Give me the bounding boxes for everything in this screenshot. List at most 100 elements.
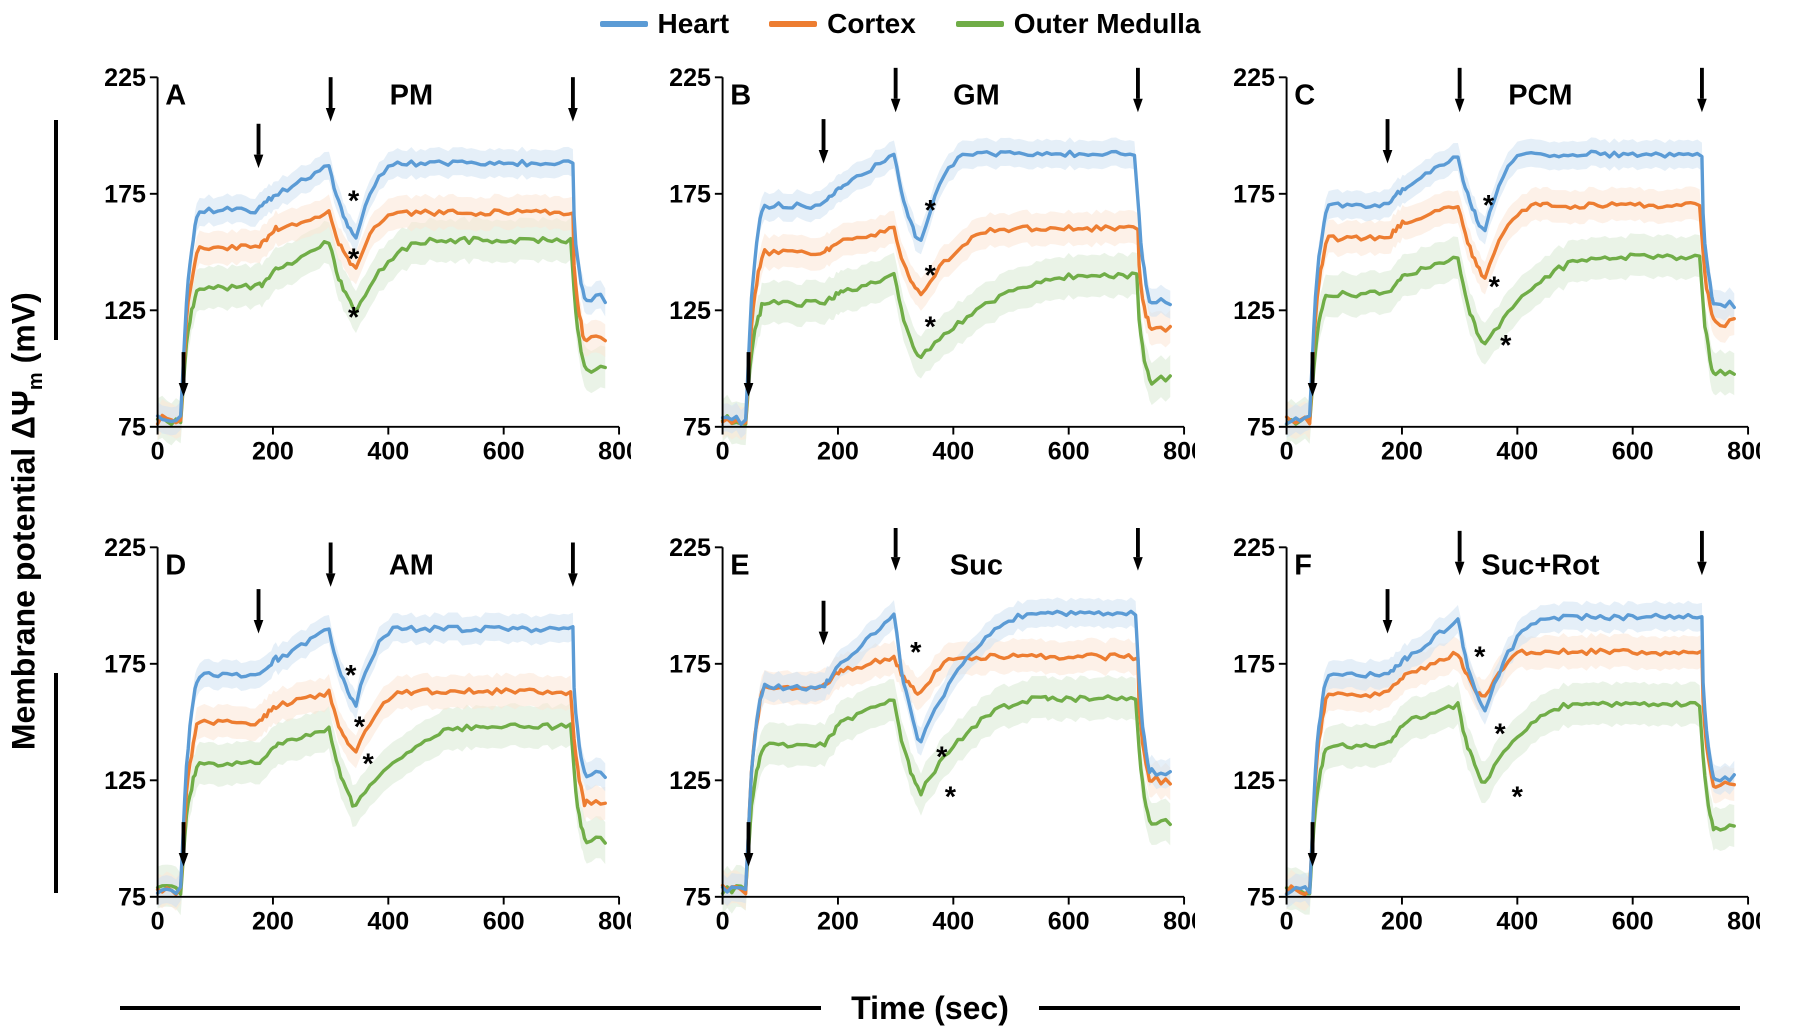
svg-text:75: 75 [1247, 414, 1275, 442]
svg-text:Suc+Rot: Suc+Rot [1482, 549, 1601, 581]
svg-text:175: 175 [669, 650, 711, 678]
svg-text:75: 75 [1247, 883, 1275, 911]
svg-text:*: * [348, 185, 360, 217]
svg-text:225: 225 [669, 64, 711, 92]
svg-text:225: 225 [1233, 64, 1275, 92]
legend-swatch-medulla [956, 21, 1004, 27]
svg-text:0: 0 [715, 907, 729, 935]
svg-text:B: B [730, 79, 751, 111]
svg-text:125: 125 [1233, 767, 1275, 795]
legend-label-cortex: Cortex [827, 8, 916, 40]
svg-text:GM: GM [953, 79, 1000, 111]
svg-text:175: 175 [1233, 181, 1275, 209]
svg-text:400: 400 [367, 907, 409, 935]
svg-text:PCM: PCM [1509, 79, 1573, 111]
svg-text:200: 200 [252, 438, 294, 466]
svg-text:125: 125 [104, 766, 146, 794]
svg-text:800: 800 [598, 438, 631, 466]
svg-text:*: * [924, 260, 936, 292]
svg-text:*: * [1495, 718, 1507, 750]
plot-svg-E: 75 125 175 225 0 200 400 600 800 [655, 528, 1196, 953]
y-axis-label-container: Membrane potential ΔΨm (mV) [2, 70, 52, 973]
svg-text:125: 125 [104, 297, 146, 325]
svg-text:PM: PM [390, 79, 433, 111]
panel-C: 75 125 175 225 0 200 400 600 800 [1219, 58, 1760, 504]
svg-text:175: 175 [1233, 650, 1275, 678]
panel-E: 75 125 175 225 0 200 400 600 800 [655, 528, 1196, 974]
svg-text:*: * [362, 748, 374, 780]
panel-B: 75 125 175 225 0 200 400 600 800 [655, 58, 1196, 504]
svg-text:*: * [924, 195, 936, 227]
svg-text:800: 800 [1727, 907, 1760, 935]
plot-svg-C: 75 125 175 225 0 200 400 600 800 [1219, 58, 1760, 483]
svg-text:200: 200 [817, 907, 859, 935]
x-axis-rule-right [1039, 1006, 1740, 1010]
figure-page: Heart Cortex Outer Medulla Membrane pote… [0, 0, 1800, 1033]
svg-text:F: F [1295, 549, 1313, 581]
svg-text:*: * [936, 741, 948, 773]
svg-text:0: 0 [1280, 907, 1294, 935]
svg-text:0: 0 [151, 438, 165, 466]
svg-text:600: 600 [483, 907, 525, 935]
svg-text:175: 175 [104, 650, 146, 678]
svg-text:*: * [924, 311, 936, 343]
svg-text:*: * [1489, 272, 1501, 304]
svg-text:125: 125 [669, 767, 711, 795]
svg-text:200: 200 [817, 438, 859, 466]
y-axis-label-rule-bot [54, 673, 58, 893]
svg-text:400: 400 [932, 438, 974, 466]
legend-item-medulla: Outer Medulla [956, 8, 1201, 40]
svg-text:800: 800 [1727, 438, 1760, 466]
svg-text:*: * [1475, 641, 1487, 673]
svg-text:600: 600 [1612, 438, 1654, 466]
panel-F: 75 125 175 225 0 200 400 600 800 [1219, 528, 1760, 974]
svg-text:600: 600 [483, 438, 525, 466]
svg-text:800: 800 [598, 907, 631, 935]
svg-text:225: 225 [669, 533, 711, 561]
svg-text:0: 0 [151, 907, 165, 935]
svg-text:225: 225 [104, 533, 146, 561]
y-axis-label: Membrane potential ΔΨm (mV) [6, 293, 48, 751]
legend-swatch-heart [600, 21, 648, 27]
svg-text:175: 175 [669, 181, 711, 209]
y-axis-label-unit: (mV) [6, 293, 42, 373]
svg-text:75: 75 [683, 414, 711, 442]
svg-text:125: 125 [669, 297, 711, 325]
svg-text:75: 75 [118, 413, 146, 441]
svg-text:800: 800 [1163, 438, 1196, 466]
svg-text:225: 225 [104, 64, 146, 92]
legend-swatch-cortex [769, 21, 817, 27]
legend-item-cortex: Cortex [769, 8, 916, 40]
svg-text:400: 400 [1497, 907, 1539, 935]
svg-text:600: 600 [1047, 907, 1089, 935]
svg-text:125: 125 [1233, 297, 1275, 325]
svg-text:200: 200 [252, 907, 294, 935]
svg-text:*: * [348, 302, 360, 334]
svg-text:800: 800 [1163, 907, 1196, 935]
panel-grid: 75 125 175 225 0 200 400 600 800 [90, 58, 1760, 973]
svg-text:0: 0 [715, 438, 729, 466]
y-axis-label-prefix: Membrane potential ΔΨ [6, 390, 42, 750]
svg-text:200: 200 [1381, 907, 1423, 935]
svg-text:*: * [1500, 330, 1512, 362]
legend-label-heart: Heart [658, 8, 730, 40]
svg-text:A: A [165, 79, 186, 111]
svg-text:*: * [910, 636, 922, 668]
x-axis-rule-left [120, 1006, 821, 1010]
plot-svg-B: 75 125 175 225 0 200 400 600 800 [655, 58, 1196, 483]
svg-text:*: * [345, 660, 357, 692]
svg-text:D: D [165, 549, 186, 581]
svg-text:Suc: Suc [950, 549, 1003, 581]
y-axis-label-sub: m [25, 373, 47, 391]
svg-text:175: 175 [104, 180, 146, 208]
legend-label-medulla: Outer Medulla [1014, 8, 1201, 40]
svg-text:E: E [730, 549, 749, 581]
panel-D: 75 125 175 225 0 200 400 600 800 [90, 528, 631, 974]
svg-text:*: * [354, 711, 366, 743]
svg-text:0: 0 [1280, 438, 1294, 466]
plot-svg-D: 75 125 175 225 0 200 400 600 800 [90, 528, 631, 953]
y-axis-label-rule-top [54, 120, 58, 340]
svg-text:AM: AM [389, 549, 434, 581]
x-axis-label: Time (sec) [821, 990, 1039, 1027]
plot-svg-A: 75 125 175 225 0 200 400 600 800 [90, 58, 631, 483]
